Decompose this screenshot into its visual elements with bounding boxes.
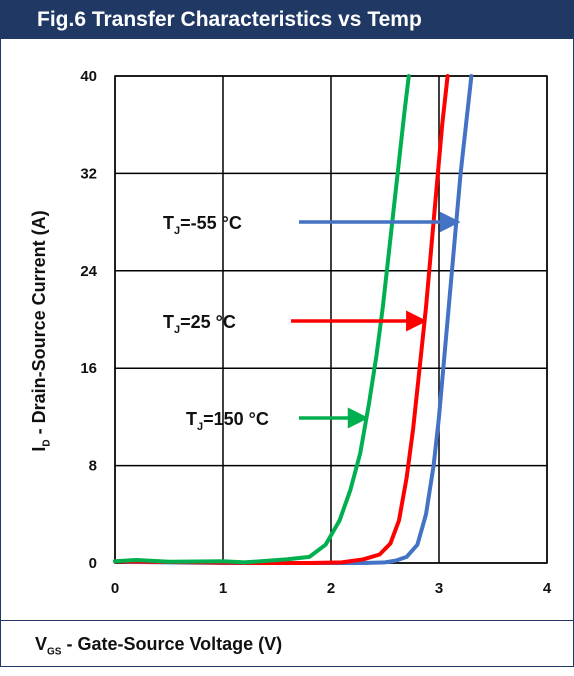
x-tick-label: 2 — [327, 580, 335, 597]
x-tick-label: 3 — [435, 580, 443, 597]
x-tick-label: 0 — [111, 580, 119, 597]
y-tick-label: 16 — [80, 360, 97, 377]
x-axis-label-sub: GS — [47, 646, 62, 658]
annotation-rest: =-55 °C — [180, 213, 242, 233]
y-tick-label: 0 — [89, 555, 97, 572]
y-tick-label: 32 — [80, 165, 97, 182]
annotation-rest: =150 °C — [203, 409, 269, 429]
x-tick-label: 4 — [543, 580, 552, 597]
annotation-sub: J — [174, 324, 180, 336]
series-annotation: TJ=-55 °C — [163, 213, 242, 237]
x-axis-label-main: V — [35, 634, 48, 654]
series-annotation: TJ=25 °C — [163, 312, 236, 336]
y-tick-label: 24 — [80, 263, 97, 280]
annotation-sub: J — [197, 421, 203, 433]
x-tick-label: 1 — [219, 580, 227, 597]
annotation-rest: =25 °C — [180, 312, 236, 332]
x-axis-label-rest: - Gate-Source Voltage (V) — [61, 634, 283, 654]
chart-title: Fig.6 Transfer Characteristics vs Temp — [1, 1, 573, 39]
annotation-prefix: T — [163, 213, 174, 233]
x-axis-label: VGS - Gate-Source Voltage (V) — [1, 620, 573, 666]
y-tick-label: 8 — [89, 458, 97, 475]
annotation-prefix: T — [186, 409, 197, 429]
series-annotation: TJ=150 °C — [186, 409, 269, 433]
series-line — [113, 74, 411, 565]
annotation-sub: J — [174, 225, 180, 237]
y-tick-label: 40 — [80, 68, 97, 85]
annotation-prefix: T — [163, 312, 174, 332]
